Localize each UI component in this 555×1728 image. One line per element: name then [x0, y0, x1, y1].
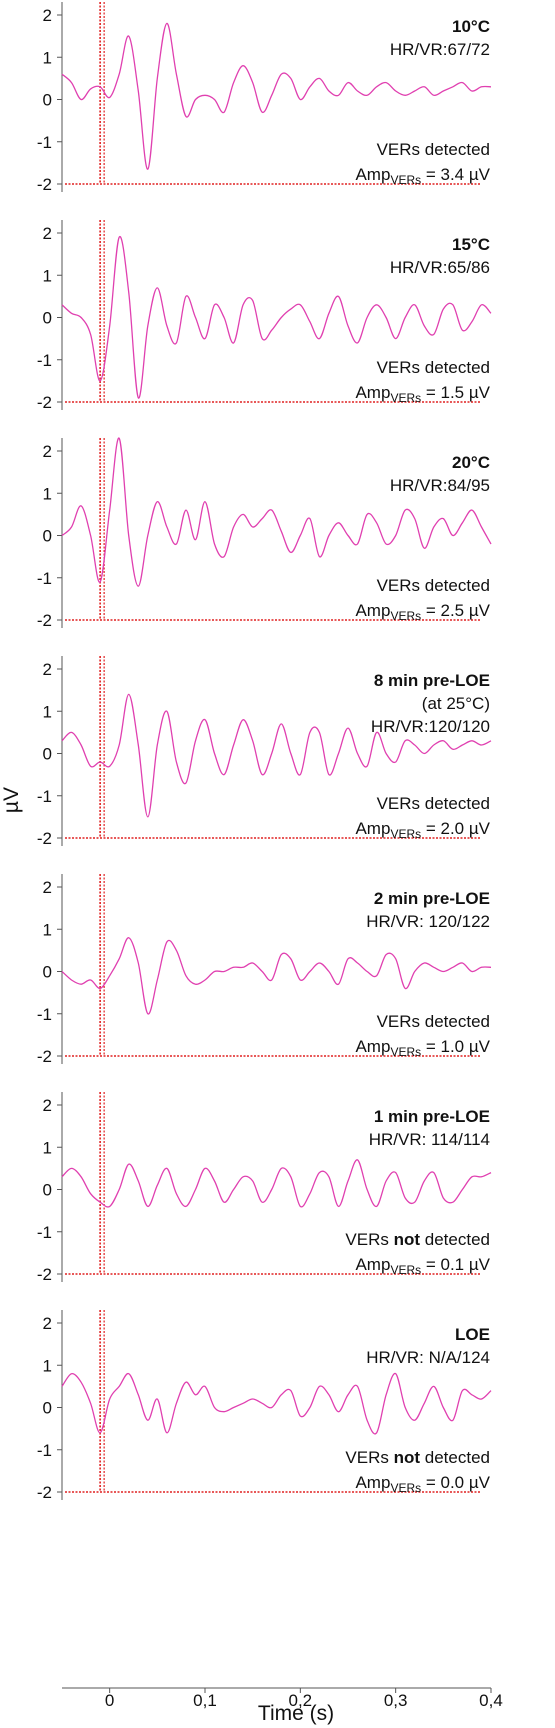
ver-trace	[61, 437, 492, 587]
detection-status: VERs detected	[377, 1012, 490, 1031]
x-tick-label: 0,4	[479, 1691, 503, 1710]
y-tick-label: -1	[37, 569, 52, 588]
panel-title: 15°C	[452, 235, 490, 254]
detection-status: VERs detected	[377, 140, 490, 159]
panels-group: 0 0,1 0,2 0,3 0,4 2 1 0 -1 -2 10°C HR/VR:67/72 VERs …	[37, 2, 503, 1710]
panel-5: 2 1 0 -1 -2 2 min pre-LOE HR/VR: 120/122 VERs d…	[37, 874, 492, 1066]
y-tick-label: 0	[43, 745, 52, 764]
amplitude-value: AmpVERs = 1.0 µV	[355, 1037, 490, 1059]
ver-trace	[61, 693, 492, 818]
y-tick-label: 1	[43, 702, 52, 721]
amplitude-value: AmpVERs = 1.5 µV	[355, 383, 490, 405]
panel-6: 2 1 0 -1 -2 1 min pre-LOE HR/VR: 114/114 VERs n…	[37, 1092, 492, 1284]
y-tick-label: -2	[37, 393, 52, 412]
y-tick-label: 1	[43, 920, 52, 939]
y-tick-label: 2	[43, 1096, 52, 1115]
ver-trace	[61, 22, 492, 170]
y-tick-label: -2	[37, 1265, 52, 1284]
panel-info: HR/VR:67/72	[390, 40, 490, 59]
detection-status: VERs not detected	[345, 1448, 490, 1467]
y-tick-label: 0	[43, 527, 52, 546]
panel-title: 2 min pre-LOE	[374, 889, 490, 908]
y-tick-label: 2	[43, 1314, 52, 1333]
y-tick-label: 0	[43, 963, 52, 982]
panel-info: HR/VR: 114/114	[369, 1130, 490, 1149]
y-tick-label: -1	[37, 787, 52, 806]
panel-title: LOE	[455, 1325, 490, 1344]
amplitude-value: AmpVERs = 0.1 µV	[355, 1255, 490, 1277]
y-axis-title: µV	[0, 787, 23, 813]
detection-status: VERs detected	[377, 794, 490, 813]
y-tick-label: 2	[43, 878, 52, 897]
x-axis-title: Time (s)	[258, 1702, 334, 1725]
y-tick-label: -2	[37, 611, 52, 630]
detection-status: VERs not detected	[345, 1230, 490, 1249]
y-tick-label: -1	[37, 133, 52, 152]
panel-info: HR/VR:65/86	[390, 258, 490, 277]
y-tick-label: 2	[43, 442, 52, 461]
panel-info: HR/VR:120/120	[371, 717, 490, 736]
amplitude-value: AmpVERs = 2.0 µV	[355, 819, 490, 841]
panel-title: 20°C	[452, 453, 490, 472]
y-tick-label: -1	[37, 1223, 52, 1242]
panel-4: 2 1 0 -1 -2 8 min pre-LOE (at 25°C) HR/VR:120/1…	[37, 656, 492, 848]
y-tick-label: 1	[43, 48, 52, 67]
y-tick-label: 2	[43, 224, 52, 243]
y-tick-label: 1	[43, 266, 52, 285]
y-tick-label: -2	[37, 829, 52, 848]
panel-7: 2 1 0 -1 -2 LOE HR/VR: N/A/124 VERs not detecte…	[37, 1310, 492, 1502]
x-tick-label: 0,3	[384, 1691, 408, 1710]
y-tick-label: 0	[43, 309, 52, 328]
y-tick-label: 0	[43, 1399, 52, 1418]
detection-status: VERs detected	[377, 576, 490, 595]
y-tick-label: 0	[43, 91, 52, 110]
panel-3: 2 1 0 -1 -2 20°C HR/VR:84/95 VERs detected AmpVE…	[37, 437, 492, 630]
panel-title: 8 min pre-LOE	[374, 671, 490, 690]
ver-trace	[61, 236, 492, 399]
panel-info: (at 25°C)	[422, 694, 490, 713]
y-tick-label: -1	[37, 1441, 52, 1460]
panel-info: HR/VR: 120/122	[366, 912, 490, 931]
detection-status: VERs detected	[377, 358, 490, 377]
ver-trace	[61, 937, 492, 1015]
x-tick-label: 0,2	[289, 1691, 313, 1710]
panel-info: HR/VR:84/95	[390, 476, 490, 495]
y-tick-label: -1	[37, 351, 52, 370]
panel-title: 10°C	[452, 17, 490, 36]
y-tick-label: -1	[37, 1005, 52, 1024]
amplitude-value: AmpVERs = 2.5 µV	[355, 601, 490, 623]
y-tick-label: -2	[37, 1483, 52, 1502]
y-tick-label: -2	[37, 1047, 52, 1066]
x-tick-label: 0	[105, 1691, 114, 1710]
y-tick-label: 1	[43, 484, 52, 503]
panel-2: 2 1 0 -1 -2 15°C HR/VR:65/86 VERs detected AmpVE…	[37, 220, 492, 412]
panel-title: 1 min pre-LOE	[374, 1107, 490, 1126]
amplitude-value: AmpVERs = 3.4 µV	[355, 165, 490, 187]
y-tick-label: 1	[43, 1138, 52, 1157]
ver-trace	[61, 1159, 492, 1208]
panel-info: HR/VR: N/A/124	[366, 1348, 490, 1367]
y-tick-label: -2	[37, 175, 52, 194]
y-tick-label: 0	[43, 1181, 52, 1200]
x-tick-label: 0,1	[193, 1691, 217, 1710]
y-tick-label: 2	[43, 660, 52, 679]
y-tick-label: 2	[43, 6, 52, 25]
y-tick-label: 1	[43, 1356, 52, 1375]
panel-1: 2 1 0 -1 -2 10°C HR/VR:67/72 VERs detected AmpVE…	[37, 2, 492, 194]
amplitude-value: AmpVERs = 0.0 µV	[355, 1473, 490, 1495]
ver-trace	[61, 1372, 492, 1435]
